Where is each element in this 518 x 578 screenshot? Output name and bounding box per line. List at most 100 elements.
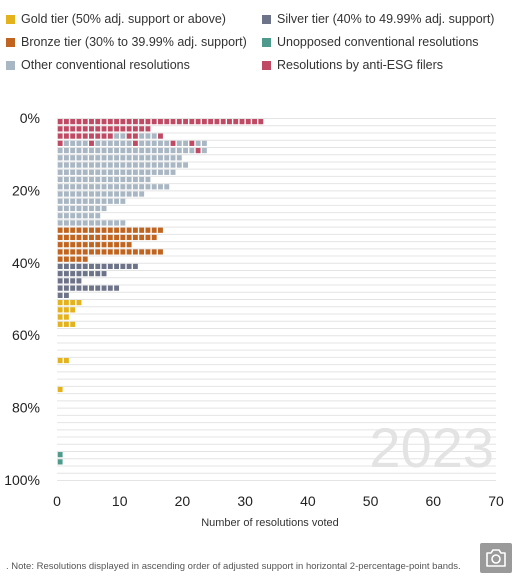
legend-label-silver: Silver tier (40% to 49.99% adj. support) [277, 12, 495, 26]
dot-silver [57, 263, 63, 270]
dot-bronze [70, 234, 76, 241]
dot-silver [82, 263, 88, 270]
dot-bronze [132, 234, 138, 241]
dot-other [82, 147, 88, 154]
dot-silver [70, 263, 76, 270]
dot-anti [220, 119, 226, 125]
dot-anti [57, 133, 63, 139]
dot-other [63, 169, 69, 175]
dot-anti [107, 126, 113, 132]
footnote: . Note: Resolutions displayed in ascendi… [6, 561, 461, 572]
camera-button[interactable] [480, 543, 512, 573]
dot-other [63, 198, 69, 204]
dot-other [89, 155, 94, 161]
dot-other [95, 140, 101, 146]
dot-bronze [132, 249, 138, 255]
dot-other [145, 133, 151, 139]
dot-other [183, 140, 189, 146]
dot-bronze [89, 227, 94, 233]
dot-other [126, 191, 132, 197]
dot-other [114, 133, 120, 139]
dot-bronze [76, 234, 82, 241]
dot-bronze [63, 256, 69, 262]
dot-other [151, 140, 157, 146]
dot-other [57, 191, 63, 197]
dot-other [101, 162, 107, 168]
dot-other [132, 155, 138, 161]
dot-bronze [70, 249, 76, 255]
dot-anti [170, 140, 176, 146]
dot-bronze [120, 249, 126, 255]
dot-other [82, 155, 88, 161]
dot-other [145, 184, 151, 190]
dot-bronze [95, 234, 101, 241]
dot-other [114, 155, 120, 161]
dot-bronze [107, 249, 113, 255]
dot-other [120, 133, 126, 139]
dot-anti [233, 119, 239, 125]
dot-other [126, 140, 132, 146]
dot-silver [70, 271, 76, 277]
dot-bronze [95, 242, 101, 248]
dot-other [158, 147, 163, 154]
dot-other [95, 191, 101, 197]
dot-other [70, 176, 76, 183]
dot-silver [57, 292, 63, 298]
dot-other [201, 147, 207, 154]
dot-other [145, 140, 151, 146]
dot-bronze [101, 242, 107, 248]
dot-bronze [63, 249, 69, 255]
dot-anti [258, 119, 264, 125]
dot-other [76, 184, 82, 190]
dot-other [145, 147, 151, 154]
dot-anti [126, 119, 132, 125]
dots [57, 119, 264, 465]
dot-bronze [95, 227, 101, 233]
dot-bronze [114, 234, 120, 241]
dot-silver [107, 263, 113, 270]
dot-silver [57, 271, 63, 277]
dot-bronze [57, 242, 63, 248]
dot-anti [63, 119, 69, 125]
legend: Gold tier (50% adj. support or above) Si… [0, 0, 518, 80]
dot-anti [95, 119, 101, 125]
dot-gold [76, 300, 82, 306]
dot-gold [63, 321, 69, 327]
dot-other [164, 162, 170, 168]
dot-bronze [82, 227, 88, 233]
dot-other [95, 169, 101, 175]
dot-gold [70, 300, 76, 306]
dot-other [139, 162, 145, 168]
dot-gold [57, 321, 63, 327]
dot-anti [76, 119, 82, 125]
dot-bronze [120, 227, 126, 233]
dot-silver [63, 285, 69, 291]
dot-other [76, 213, 82, 219]
dot-other [114, 169, 120, 175]
dot-bronze [57, 227, 63, 233]
dot-bronze [76, 256, 82, 262]
dot-other [126, 169, 132, 175]
dot-silver [114, 285, 120, 291]
dot-other [57, 155, 63, 161]
dot-other [195, 140, 201, 146]
dot-silver [70, 278, 76, 284]
dot-other [164, 169, 170, 175]
x-tick-label: 70 [488, 493, 504, 509]
dot-chart: 2023 0%20%40%60%80%100% 0 10 20 30 40 50 60 70 … [4, 110, 504, 529]
dot-anti [126, 126, 132, 132]
dot-other [95, 176, 101, 183]
dot-other [101, 169, 107, 175]
dot-anti [70, 119, 76, 125]
dot-anti [114, 119, 120, 125]
dot-other [70, 213, 76, 219]
dot-other [107, 162, 113, 168]
dot-other [76, 198, 82, 204]
dot-anti [151, 119, 157, 125]
dot-other [63, 140, 69, 146]
dot-silver [120, 263, 126, 270]
dot-other [132, 162, 138, 168]
dot-bronze [114, 227, 120, 233]
dot-anti [120, 119, 126, 125]
dot-other [57, 169, 63, 175]
